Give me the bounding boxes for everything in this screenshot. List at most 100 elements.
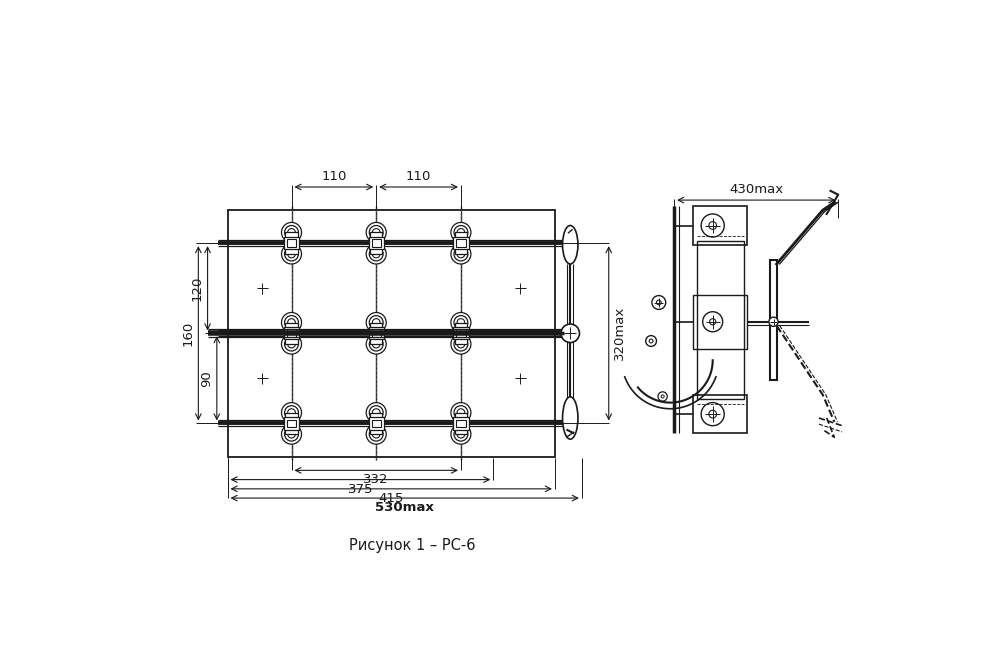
Bar bbox=[693, 395, 747, 434]
Circle shape bbox=[709, 222, 717, 230]
Circle shape bbox=[282, 403, 302, 422]
Bar bbox=[285, 232, 298, 254]
Circle shape bbox=[701, 403, 724, 426]
Circle shape bbox=[366, 222, 386, 242]
Circle shape bbox=[366, 334, 386, 354]
Circle shape bbox=[457, 341, 465, 348]
Circle shape bbox=[285, 337, 298, 351]
Circle shape bbox=[457, 319, 465, 327]
Circle shape bbox=[282, 244, 302, 264]
Circle shape bbox=[457, 409, 465, 416]
Bar bbox=[370, 323, 382, 344]
Bar bbox=[372, 329, 381, 337]
Bar bbox=[369, 327, 384, 339]
Text: 110: 110 bbox=[321, 170, 347, 183]
Bar bbox=[287, 240, 296, 247]
Circle shape bbox=[285, 315, 298, 329]
Text: 430max: 430max bbox=[729, 183, 783, 196]
Circle shape bbox=[372, 228, 380, 236]
Circle shape bbox=[661, 395, 664, 398]
Bar bbox=[456, 240, 466, 247]
Bar bbox=[693, 206, 747, 245]
Circle shape bbox=[454, 406, 468, 420]
Circle shape bbox=[703, 312, 723, 332]
Circle shape bbox=[652, 296, 666, 310]
Circle shape bbox=[451, 403, 471, 422]
Bar bbox=[456, 420, 466, 427]
Circle shape bbox=[457, 250, 465, 258]
Bar bbox=[370, 232, 382, 254]
Circle shape bbox=[288, 250, 295, 258]
Text: 90: 90 bbox=[200, 370, 213, 387]
Circle shape bbox=[649, 339, 653, 343]
Bar bbox=[228, 210, 555, 457]
Circle shape bbox=[369, 226, 383, 240]
Circle shape bbox=[369, 315, 383, 329]
Text: 332: 332 bbox=[363, 473, 389, 486]
Circle shape bbox=[282, 424, 302, 444]
Bar bbox=[370, 412, 382, 434]
Text: Рисунок 1 – РС-6: Рисунок 1 – РС-6 bbox=[349, 537, 476, 552]
Circle shape bbox=[454, 247, 468, 261]
Bar bbox=[453, 237, 469, 249]
Circle shape bbox=[451, 244, 471, 264]
Circle shape bbox=[656, 300, 661, 305]
Text: 375: 375 bbox=[348, 482, 373, 496]
Text: 320max: 320max bbox=[613, 306, 626, 360]
Circle shape bbox=[369, 406, 383, 420]
Circle shape bbox=[288, 228, 295, 236]
Text: 110: 110 bbox=[406, 170, 431, 183]
Bar bbox=[455, 323, 467, 344]
Circle shape bbox=[372, 341, 380, 348]
Text: 415: 415 bbox=[379, 492, 404, 505]
Bar bbox=[369, 417, 384, 430]
Text: 530max: 530max bbox=[375, 501, 434, 514]
Circle shape bbox=[282, 222, 302, 242]
Circle shape bbox=[646, 335, 656, 347]
Circle shape bbox=[372, 250, 380, 258]
Circle shape bbox=[285, 226, 298, 240]
Circle shape bbox=[454, 226, 468, 240]
Circle shape bbox=[282, 334, 302, 354]
Circle shape bbox=[372, 319, 380, 327]
Circle shape bbox=[372, 430, 380, 438]
Bar bbox=[284, 417, 299, 430]
Bar bbox=[770, 260, 777, 380]
Bar bbox=[455, 412, 467, 434]
Circle shape bbox=[288, 409, 295, 416]
Circle shape bbox=[451, 424, 471, 444]
Bar bbox=[285, 323, 298, 344]
Circle shape bbox=[454, 427, 468, 441]
Bar bbox=[285, 412, 298, 434]
Bar bbox=[455, 232, 467, 254]
Bar bbox=[369, 237, 384, 249]
Bar bbox=[697, 241, 744, 399]
Circle shape bbox=[282, 313, 302, 333]
Circle shape bbox=[451, 222, 471, 242]
Circle shape bbox=[366, 244, 386, 264]
Ellipse shape bbox=[563, 226, 578, 264]
Circle shape bbox=[454, 315, 468, 329]
Bar bbox=[284, 237, 299, 249]
Bar bbox=[372, 240, 381, 247]
Bar bbox=[287, 329, 296, 337]
Circle shape bbox=[372, 409, 380, 416]
Circle shape bbox=[285, 406, 298, 420]
Bar bbox=[693, 295, 747, 348]
Circle shape bbox=[454, 337, 468, 351]
Circle shape bbox=[288, 430, 295, 438]
Bar bbox=[453, 417, 469, 430]
Circle shape bbox=[288, 319, 295, 327]
Ellipse shape bbox=[563, 397, 578, 439]
Circle shape bbox=[285, 247, 298, 261]
Circle shape bbox=[369, 247, 383, 261]
Circle shape bbox=[457, 430, 465, 438]
Text: 160: 160 bbox=[181, 321, 194, 346]
Circle shape bbox=[561, 324, 579, 343]
Circle shape bbox=[366, 313, 386, 333]
Bar bbox=[372, 420, 381, 427]
Circle shape bbox=[769, 317, 778, 327]
Circle shape bbox=[451, 334, 471, 354]
Bar bbox=[287, 420, 296, 427]
Circle shape bbox=[285, 427, 298, 441]
